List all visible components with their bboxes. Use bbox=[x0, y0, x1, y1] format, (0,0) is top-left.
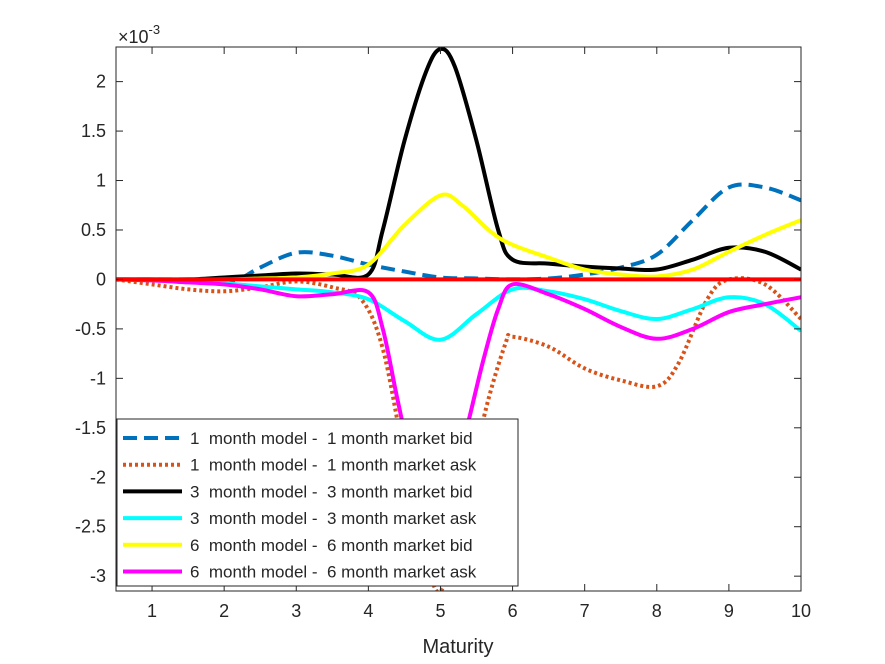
x-tick-label: 2 bbox=[219, 601, 229, 621]
y-tick-label: -1 bbox=[90, 368, 106, 388]
series-line-3 bbox=[116, 47, 801, 282]
x-tick-label: 1 bbox=[147, 601, 157, 621]
tick-layer: 1 2 3 4 5 6 7 8 9 10 2 1.5 1 0.5 0 -0.5 -1 -1.5 -2 -2.5 -3 bbox=[75, 47, 811, 621]
y-tick-label: -2 bbox=[90, 467, 106, 487]
legend-label-1: 1 month model - 1 month market bid bbox=[190, 429, 473, 448]
y-tick-label: 0.5 bbox=[81, 220, 106, 240]
x-tick-label: 4 bbox=[363, 601, 373, 621]
y-tick-label: 2 bbox=[96, 72, 106, 92]
legend-label-5: 6 month model - 6 month market bid bbox=[190, 536, 473, 555]
y-tick-label: 1.5 bbox=[81, 121, 106, 141]
y-scale-base: ×10 bbox=[118, 27, 149, 47]
x-tick-label: 8 bbox=[652, 601, 662, 621]
legend-label-6: 6 month model - 6 month market ask bbox=[190, 563, 477, 582]
plot-area-frame bbox=[115, 46, 802, 592]
x-tick-label: 5 bbox=[435, 601, 445, 621]
y-tick-label: 1 bbox=[96, 171, 106, 191]
y-tick-label: -1.5 bbox=[75, 418, 106, 438]
x-tick-label: 3 bbox=[291, 601, 301, 621]
legend: 1 month model - 1 month market bid 1 mont… bbox=[116, 418, 519, 587]
legend-label-4: 3 month model - 3 month market ask bbox=[190, 509, 477, 528]
x-axis-label: Maturity bbox=[422, 636, 493, 658]
x-tick-label: 9 bbox=[724, 601, 734, 621]
x-tick-label: 7 bbox=[580, 601, 590, 621]
y-scale-multiplier: ×10-3 bbox=[118, 22, 160, 47]
legend-box bbox=[116, 418, 519, 587]
y-tick-label: 0 bbox=[96, 269, 106, 289]
y-scale-exponent: -3 bbox=[149, 22, 161, 37]
x-tick-label: 10 bbox=[791, 601, 811, 621]
x-tick-label: 6 bbox=[508, 601, 518, 621]
legend-label-2: 1 month model - 1 month market ask bbox=[190, 456, 477, 475]
y-tick-label: -3 bbox=[90, 566, 106, 586]
y-tick-label: -0.5 bbox=[75, 319, 106, 339]
legend-label-3: 3 month model - 3 month market bid bbox=[190, 482, 473, 501]
y-tick-label: -2.5 bbox=[75, 517, 106, 537]
